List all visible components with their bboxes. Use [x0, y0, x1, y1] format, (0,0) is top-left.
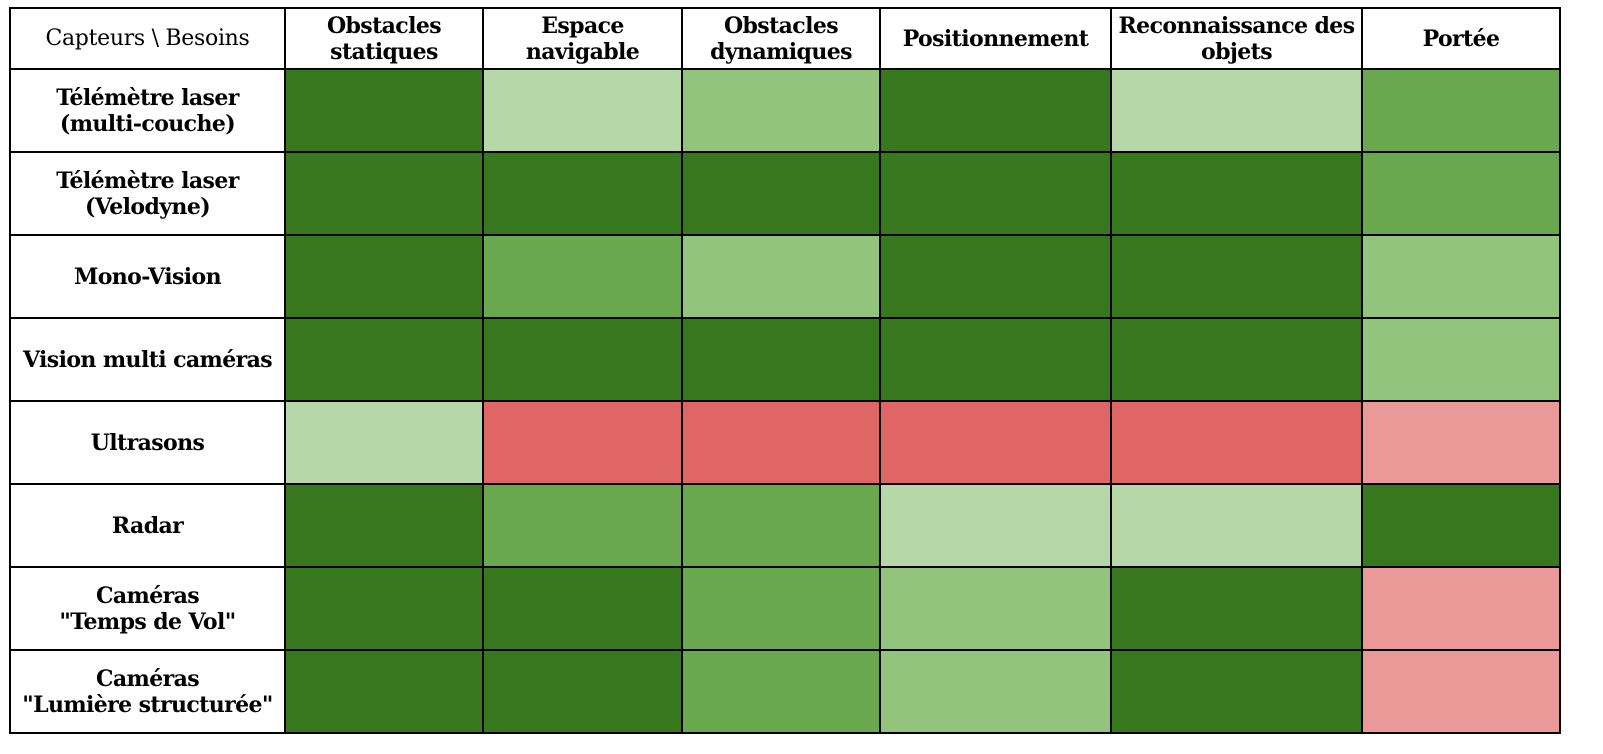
heatmap-cell — [284, 400, 484, 485]
heatmap-cell — [1110, 151, 1363, 236]
table-row: Vision multi caméras — [9, 317, 1561, 402]
table-row: Télémètre laser (multi-couche) — [9, 68, 1561, 153]
heatmap-cell — [482, 400, 683, 485]
column-header: Obstacles statiques — [284, 7, 484, 70]
heatmap-cell — [1110, 649, 1363, 734]
heatmap-cell — [482, 68, 683, 153]
table-row: Caméras "Temps de Vol" — [9, 566, 1561, 651]
heatmap-cell — [1361, 234, 1561, 319]
table-row: Télémètre laser (Velodyne) — [9, 151, 1561, 236]
heatmap-cell — [284, 566, 484, 651]
heatmap-cell — [879, 400, 1112, 485]
heatmap-cell — [482, 483, 683, 568]
table-row: Radar — [9, 483, 1561, 568]
heatmap-cell — [284, 483, 484, 568]
table-row: Caméras "Lumière structurée" — [9, 649, 1561, 734]
heatmap-cell — [284, 68, 484, 153]
row-header: Télémètre laser (Velodyne) — [9, 151, 286, 236]
row-header: Caméras "Lumière structurée" — [9, 649, 286, 734]
heatmap-cell — [879, 566, 1112, 651]
sensor-needs-heatmap: Capteurs \ Besoins Obstacles statiques E… — [9, 7, 1561, 734]
heatmap-cell — [284, 234, 484, 319]
heatmap-cell — [284, 317, 484, 402]
column-header: Espace navigable — [482, 7, 683, 70]
heatmap-cell — [681, 68, 881, 153]
table-row: Ultrasons — [9, 400, 1561, 485]
heatmap-cell — [879, 649, 1112, 734]
row-header: Mono-Vision — [9, 234, 286, 319]
heatmap-cell — [284, 649, 484, 734]
row-header: Caméras "Temps de Vol" — [9, 566, 286, 651]
header-row: Capteurs \ Besoins Obstacles statiques E… — [9, 7, 1561, 70]
heatmap-cell — [1110, 400, 1363, 485]
heatmap-cell — [1361, 483, 1561, 568]
column-header: Reconnaissance des objets — [1110, 7, 1363, 70]
column-header: Positionnement — [879, 7, 1112, 70]
heatmap-cell — [879, 317, 1112, 402]
heatmap-cell — [879, 234, 1112, 319]
heatmap-cell — [1361, 649, 1561, 734]
heatmap-cell — [681, 400, 881, 485]
heatmap-cell — [681, 151, 881, 236]
row-header: Radar — [9, 483, 286, 568]
heatmap-body: Télémètre laser (multi-couche) Télémètre… — [9, 68, 1561, 734]
heatmap-cell — [879, 483, 1112, 568]
column-header: Obstacles dynamiques — [681, 7, 881, 70]
heatmap-cell — [482, 317, 683, 402]
heatmap-cell — [284, 151, 484, 236]
heatmap-cell — [1110, 317, 1363, 402]
corner-label: Capteurs \ Besoins — [9, 7, 286, 70]
row-header: Télémètre laser (multi-couche) — [9, 68, 286, 153]
heatmap-cell — [879, 68, 1112, 153]
heatmap-cell — [1110, 68, 1363, 153]
heatmap-cell — [1361, 317, 1561, 402]
heatmap-cell — [681, 234, 881, 319]
heatmap-cell — [482, 566, 683, 651]
heatmap-cell — [681, 649, 881, 734]
heatmap-cell — [1361, 566, 1561, 651]
heatmap-cell — [681, 317, 881, 402]
heatmap-cell — [1110, 483, 1363, 568]
row-header: Ultrasons — [9, 400, 286, 485]
heatmap-cell — [879, 151, 1112, 236]
column-header: Portée — [1361, 7, 1561, 70]
heatmap-cell — [1361, 68, 1561, 153]
table-row: Mono-Vision — [9, 234, 1561, 319]
heatmap-cell — [482, 151, 683, 236]
heatmap-cell — [681, 566, 881, 651]
row-header: Vision multi caméras — [9, 317, 286, 402]
heatmap-cell — [1361, 400, 1561, 485]
heatmap-cell — [1361, 151, 1561, 236]
heatmap-cell — [1110, 566, 1363, 651]
heatmap-cell — [681, 483, 881, 568]
heatmap-cell — [1110, 234, 1363, 319]
heatmap-cell — [482, 234, 683, 319]
heatmap-cell — [482, 649, 683, 734]
